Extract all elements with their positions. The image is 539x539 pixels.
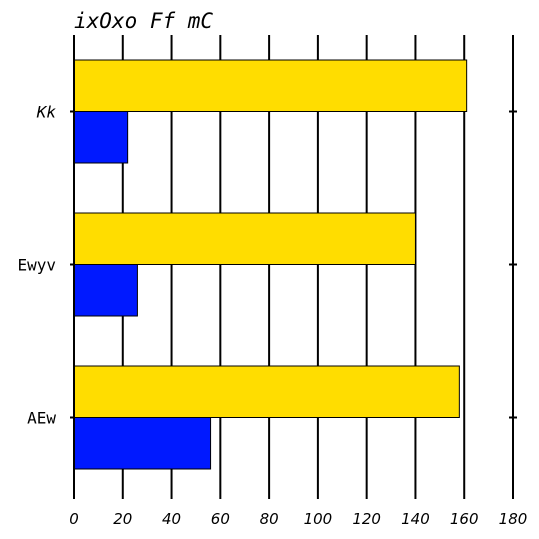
y-tick-label-0: Kk — [36, 103, 57, 122]
y-tick-labels: Kk Ewyv AEw — [17, 103, 56, 428]
x-tick-label-3: 60 — [211, 510, 230, 528]
y-tick-label-1: Ewyv — [17, 256, 56, 275]
x-tick-labels: 0 20 40 60 80 100 120 140 160 180 — [69, 510, 527, 528]
x-tick-label-4: 80 — [260, 510, 279, 528]
x-tick-label-0: 0 — [69, 510, 79, 528]
x-tick-label-5: 100 — [304, 510, 333, 528]
bar-ewyv-series-2 — [73, 264, 138, 317]
chart-title: ixOxo Ff mC — [74, 9, 213, 33]
x-tick-label-6: 120 — [352, 510, 381, 528]
x-tick-label-2: 40 — [162, 510, 181, 528]
bar-aew-series-1 — [73, 365, 460, 418]
x-tick-label-8: 160 — [450, 510, 479, 528]
x-tick-label-9: 180 — [499, 510, 528, 528]
bar-aew-series-2 — [73, 417, 212, 470]
axes — [70, 35, 517, 499]
bar-kk-series-2 — [73, 111, 129, 164]
x-tick-label-1: 20 — [113, 510, 132, 528]
bar-ewyv-series-1 — [73, 212, 416, 265]
y-tick-label-2: AEw — [27, 409, 56, 428]
bars — [73, 59, 468, 470]
x-tick-label-7: 140 — [401, 510, 430, 528]
bar-kk-series-1 — [73, 59, 468, 112]
